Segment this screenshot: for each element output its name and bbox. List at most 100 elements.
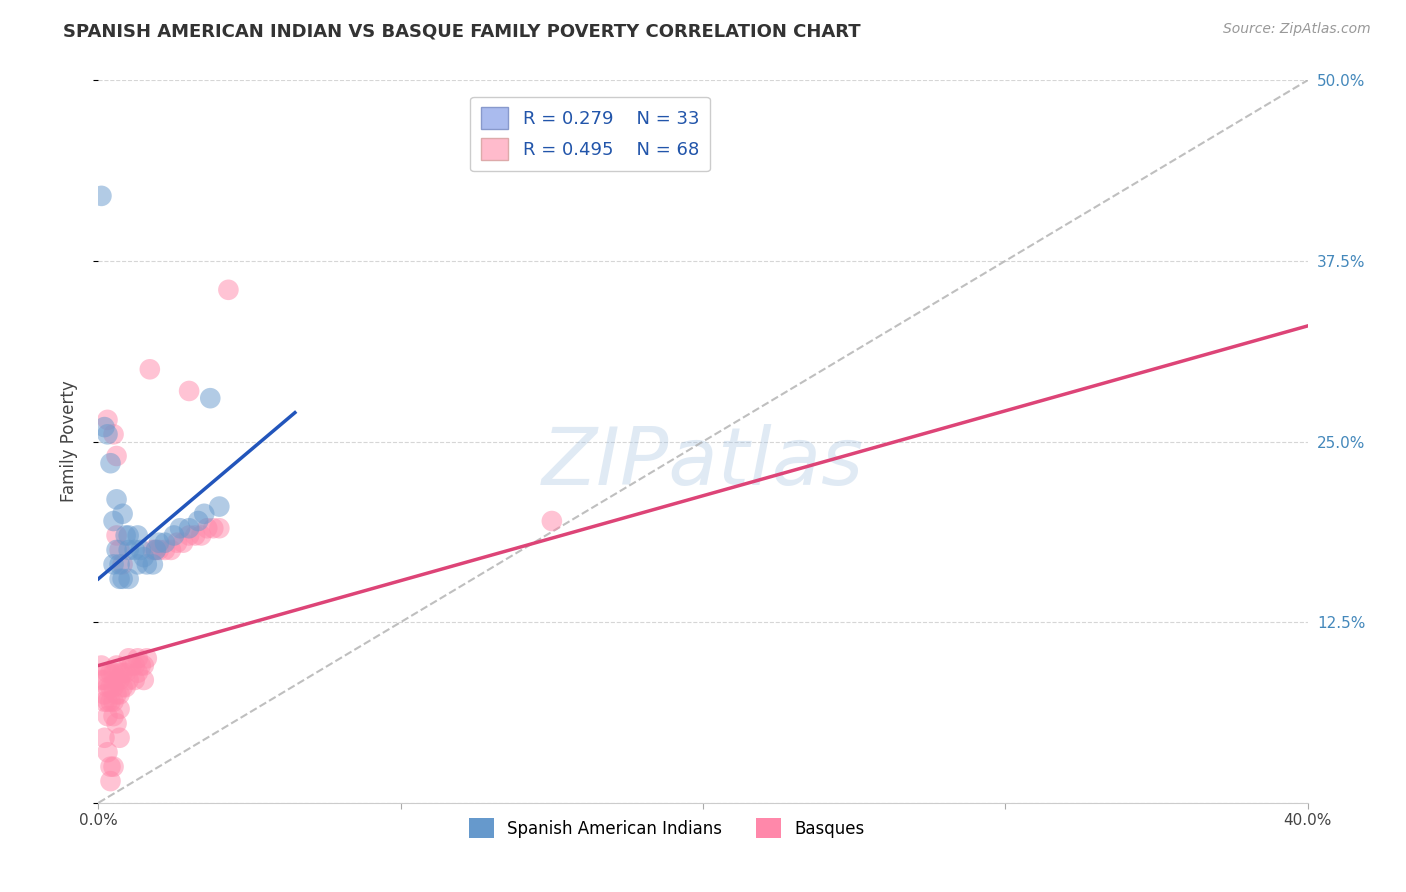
Point [96,695,118,709]
Point [190,528,212,542]
Point [100,760,122,774]
Y-axis label: Family Poverty: Family Poverty [59,381,77,502]
Point [96,709,118,723]
Point [111,558,134,572]
Point [184,528,207,542]
Point [103,558,125,572]
Point [118,651,141,665]
Point [127,528,149,542]
Point [111,680,134,694]
Point [179,521,201,535]
Point [114,665,136,680]
Point [153,542,176,557]
Point [108,687,131,701]
Point [93,731,115,745]
Point [103,695,125,709]
Legend: Spanish American Indians, Basques: Spanish American Indians, Basques [463,812,870,845]
Point [90,189,112,203]
Point [105,716,128,731]
Point [114,680,136,694]
Point [114,528,136,542]
Point [169,521,191,535]
Point [118,528,141,542]
Point [90,673,112,687]
Point [200,391,222,405]
Point [195,521,218,535]
Point [142,542,165,557]
Point [153,535,176,549]
Point [540,514,562,528]
Point [100,680,122,694]
Point [103,427,125,442]
Point [132,550,155,565]
Point [96,413,118,427]
Point [145,542,167,557]
Point [127,558,149,572]
Point [163,528,186,542]
Point [103,665,125,680]
Point [100,695,122,709]
Point [100,774,122,789]
Point [111,572,134,586]
Point [132,673,155,687]
Point [96,745,118,759]
Point [105,542,128,557]
Point [103,680,125,694]
Point [108,558,131,572]
Point [202,521,225,535]
Point [108,702,131,716]
Point [132,658,155,673]
Point [179,528,201,542]
Point [96,427,118,442]
Point [108,731,131,745]
Point [127,665,149,680]
Point [160,542,183,557]
Point [96,680,118,694]
Point [148,535,170,549]
Point [108,665,131,680]
Point [100,665,122,680]
Point [135,558,157,572]
Point [145,542,167,557]
Point [105,658,128,673]
Point [93,695,115,709]
Point [118,542,141,557]
Point [103,709,125,723]
Point [139,362,162,376]
Point [108,572,131,586]
Text: SPANISH AMERICAN INDIAN VS BASQUE FAMILY POVERTY CORRELATION CHART: SPANISH AMERICAN INDIAN VS BASQUE FAMILY… [63,22,860,40]
Point [124,673,146,687]
Point [105,492,128,507]
Point [93,673,115,687]
Point [105,673,128,687]
Point [187,514,209,528]
Point [193,507,215,521]
Point [166,535,188,549]
Point [111,665,134,680]
Point [118,572,141,586]
Point [129,658,152,673]
Point [105,449,128,463]
Point [111,507,134,521]
Point [100,456,122,470]
Point [108,542,131,557]
Point [105,528,128,542]
Point [124,658,146,673]
Point [93,687,115,701]
Point [172,535,194,549]
Point [103,514,125,528]
Point [96,665,118,680]
Point [105,687,128,701]
Point [142,558,165,572]
Point [129,542,152,557]
Text: Source: ZipAtlas.com: Source: ZipAtlas.com [1223,22,1371,37]
Point [93,420,115,434]
Point [208,500,231,514]
Point [124,542,146,557]
Point [103,760,125,774]
Point [118,673,141,687]
Point [148,542,170,557]
Text: ZIPatlas: ZIPatlas [541,425,865,502]
Point [121,658,143,673]
Point [208,521,231,535]
